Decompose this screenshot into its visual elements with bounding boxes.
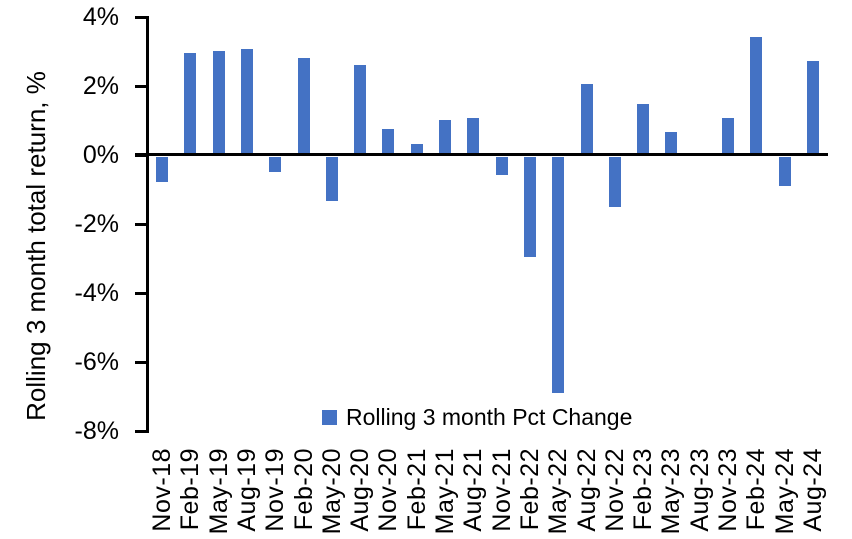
x-tick-label: Aug-24 xyxy=(798,448,827,532)
legend-swatch-icon xyxy=(322,409,337,425)
legend-label: Rolling 3 month Pct Change xyxy=(346,403,633,430)
bar-May-23 xyxy=(665,132,678,155)
y-tick-label: -2% xyxy=(74,210,119,238)
y-axis-line xyxy=(146,16,149,433)
x-tick-label: Feb-20 xyxy=(289,448,318,531)
bar-Aug-24 xyxy=(806,61,819,155)
y-tick-mark xyxy=(135,15,147,19)
bar-May-24 xyxy=(778,156,791,186)
y-tick-mark xyxy=(135,360,147,364)
y-tick-label: 0% xyxy=(82,141,119,169)
x-tick-label: Nov-22 xyxy=(600,448,629,532)
legend: Rolling 3 month Pct Change xyxy=(322,403,632,431)
bar-Aug-19 xyxy=(241,49,254,155)
x-tick-label: May-23 xyxy=(657,448,686,535)
bar-Aug-22 xyxy=(580,83,593,155)
x-tick-label: Aug-21 xyxy=(459,448,488,532)
y-tick-label: -6% xyxy=(74,348,119,376)
bar-Nov-18 xyxy=(156,156,169,183)
bar-Feb-22 xyxy=(523,156,536,257)
y-tick-label: 4% xyxy=(82,3,119,31)
bar-Feb-20 xyxy=(297,57,310,155)
x-tick-label: Aug-19 xyxy=(233,448,262,532)
x-tick-label: May-19 xyxy=(204,448,233,535)
x-tick-label: Nov-19 xyxy=(261,448,290,532)
bar-Nov-20 xyxy=(382,128,395,155)
bar-Nov-22 xyxy=(608,156,621,207)
bar-Feb-19 xyxy=(184,52,197,155)
y-tick-label: -8% xyxy=(74,417,119,445)
x-tick-label: Aug-22 xyxy=(572,448,601,532)
x-tick-label: May-24 xyxy=(770,448,799,535)
x-tick-label: May-22 xyxy=(544,448,573,535)
y-tick-mark xyxy=(135,222,147,226)
bar-May-22 xyxy=(552,156,565,393)
x-tick-label: Feb-21 xyxy=(402,448,431,531)
x-tick-label: May-20 xyxy=(317,448,346,535)
x-tick-label: May-21 xyxy=(431,448,460,535)
bar-May-20 xyxy=(325,156,338,202)
bar-Nov-19 xyxy=(269,156,282,173)
bar-Nov-23 xyxy=(721,118,734,155)
x-tick-label: Feb-23 xyxy=(629,448,658,531)
x-axis-zero-line xyxy=(135,153,828,156)
bar-Feb-21 xyxy=(410,144,423,155)
y-axis-title: Rolling 3 month total return, % xyxy=(21,71,51,421)
bar-May-21 xyxy=(439,120,452,155)
x-tick-label: Feb-24 xyxy=(742,448,771,531)
x-tick-label: Nov-23 xyxy=(713,448,742,532)
bar-Feb-23 xyxy=(637,104,650,155)
x-tick-label: Aug-23 xyxy=(685,448,714,532)
bar-May-19 xyxy=(212,51,225,155)
x-tick-label: Nov-21 xyxy=(487,448,516,532)
x-tick-label: Nov-20 xyxy=(374,448,403,532)
x-tick-label: Aug-20 xyxy=(346,448,375,532)
bar-Aug-20 xyxy=(354,64,367,155)
bar-Nov-21 xyxy=(495,156,508,176)
y-tick-mark xyxy=(135,291,147,295)
y-tick-mark xyxy=(135,429,147,433)
x-tick-label: Feb-19 xyxy=(176,448,205,531)
y-tick-label: -4% xyxy=(74,279,119,307)
y-tick-mark xyxy=(135,84,147,88)
bar-Feb-24 xyxy=(750,37,763,155)
y-tick-label: 2% xyxy=(82,72,119,100)
bar-Aug-21 xyxy=(467,118,480,155)
x-tick-label: Nov-18 xyxy=(148,448,177,532)
x-tick-label: Feb-22 xyxy=(515,448,544,531)
